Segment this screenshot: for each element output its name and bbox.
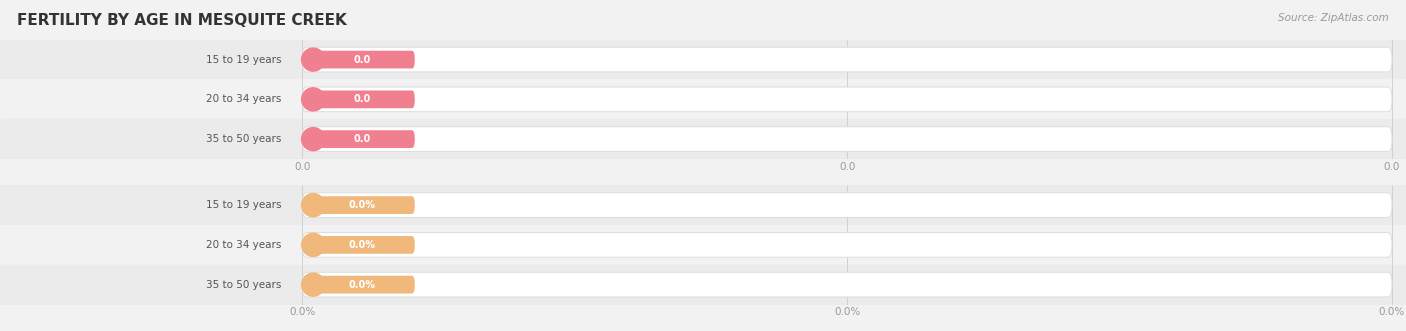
FancyBboxPatch shape [302,87,1392,112]
FancyBboxPatch shape [302,47,1392,72]
FancyBboxPatch shape [309,130,415,148]
Text: 35 to 50 years: 35 to 50 years [205,134,281,144]
Text: 20 to 34 years: 20 to 34 years [205,240,281,250]
FancyBboxPatch shape [302,193,1392,217]
Text: 20 to 34 years: 20 to 34 years [205,94,281,104]
Text: 15 to 19 years: 15 to 19 years [205,55,281,65]
Text: Source: ZipAtlas.com: Source: ZipAtlas.com [1278,13,1389,23]
Bar [0,40,1406,79]
FancyBboxPatch shape [309,196,415,214]
Ellipse shape [302,127,325,151]
Text: 0.0: 0.0 [353,94,371,104]
Ellipse shape [302,88,325,111]
Bar [0,79,1406,119]
Bar [0,225,1406,265]
Text: 15 to 19 years: 15 to 19 years [205,200,281,210]
Ellipse shape [302,194,325,217]
Bar [0,265,1406,305]
Bar [0,185,1406,225]
FancyBboxPatch shape [302,127,1392,152]
FancyBboxPatch shape [309,276,415,294]
Text: 0.0%: 0.0% [349,280,375,290]
Text: 0.0: 0.0 [353,134,371,144]
Text: 0.0%: 0.0% [349,200,375,210]
FancyBboxPatch shape [302,233,1392,257]
Text: FERTILITY BY AGE IN MESQUITE CREEK: FERTILITY BY AGE IN MESQUITE CREEK [17,13,347,28]
Text: 35 to 50 years: 35 to 50 years [205,280,281,290]
Text: 0.0: 0.0 [353,55,371,65]
Ellipse shape [302,48,325,71]
FancyBboxPatch shape [309,90,415,108]
FancyBboxPatch shape [309,236,415,254]
Text: 0.0%: 0.0% [349,240,375,250]
Ellipse shape [302,273,325,296]
Bar [0,119,1406,159]
FancyBboxPatch shape [302,272,1392,297]
FancyBboxPatch shape [309,51,415,69]
Ellipse shape [302,233,325,257]
